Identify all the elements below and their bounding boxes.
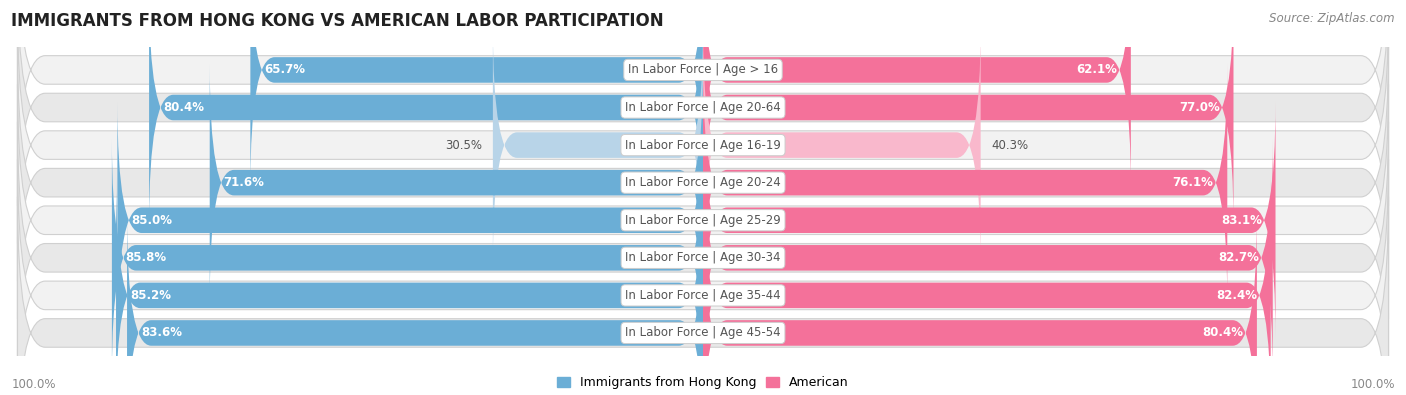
Text: In Labor Force | Age 25-29: In Labor Force | Age 25-29 (626, 214, 780, 227)
FancyBboxPatch shape (118, 102, 703, 339)
FancyBboxPatch shape (117, 177, 703, 395)
Text: 65.7%: 65.7% (264, 64, 305, 77)
Text: 30.5%: 30.5% (446, 139, 482, 152)
FancyBboxPatch shape (250, 0, 703, 189)
FancyBboxPatch shape (703, 177, 1271, 395)
Text: In Labor Force | Age 16-19: In Labor Force | Age 16-19 (626, 139, 780, 152)
Text: 85.2%: 85.2% (129, 289, 170, 302)
FancyBboxPatch shape (703, 102, 1275, 339)
FancyBboxPatch shape (17, 9, 1389, 281)
FancyBboxPatch shape (17, 84, 1389, 356)
Text: 80.4%: 80.4% (163, 101, 204, 114)
FancyBboxPatch shape (703, 0, 1233, 226)
Text: 82.4%: 82.4% (1216, 289, 1257, 302)
Text: IMMIGRANTS FROM HONG KONG VS AMERICAN LABOR PARTICIPATION: IMMIGRANTS FROM HONG KONG VS AMERICAN LA… (11, 12, 664, 30)
Text: In Labor Force | Age 20-24: In Labor Force | Age 20-24 (626, 176, 780, 189)
Text: Source: ZipAtlas.com: Source: ZipAtlas.com (1270, 12, 1395, 25)
FancyBboxPatch shape (17, 122, 1389, 394)
Text: 85.0%: 85.0% (131, 214, 172, 227)
FancyBboxPatch shape (17, 159, 1389, 395)
FancyBboxPatch shape (127, 214, 703, 395)
Text: 76.1%: 76.1% (1173, 176, 1213, 189)
Text: 83.1%: 83.1% (1220, 214, 1261, 227)
Text: In Labor Force | Age 30-34: In Labor Force | Age 30-34 (626, 251, 780, 264)
Text: In Labor Force | Age 35-44: In Labor Force | Age 35-44 (626, 289, 780, 302)
FancyBboxPatch shape (494, 26, 703, 264)
FancyBboxPatch shape (17, 0, 1389, 206)
Text: In Labor Force | Age 20-64: In Labor Force | Age 20-64 (626, 101, 780, 114)
Text: 100.0%: 100.0% (1350, 378, 1395, 391)
Text: In Labor Force | Age > 16: In Labor Force | Age > 16 (628, 64, 778, 77)
Text: 40.3%: 40.3% (991, 139, 1028, 152)
Text: In Labor Force | Age 45-54: In Labor Force | Age 45-54 (626, 326, 780, 339)
Text: 77.0%: 77.0% (1180, 101, 1220, 114)
FancyBboxPatch shape (703, 139, 1272, 376)
FancyBboxPatch shape (703, 64, 1227, 301)
Text: 82.7%: 82.7% (1218, 251, 1258, 264)
Legend: Immigrants from Hong Kong, American: Immigrants from Hong Kong, American (557, 376, 849, 389)
Text: 85.8%: 85.8% (125, 251, 167, 264)
Text: 80.4%: 80.4% (1202, 326, 1243, 339)
FancyBboxPatch shape (112, 139, 703, 376)
FancyBboxPatch shape (703, 0, 1130, 189)
Text: 100.0%: 100.0% (11, 378, 56, 391)
Text: 62.1%: 62.1% (1076, 64, 1116, 77)
Text: 71.6%: 71.6% (224, 176, 264, 189)
FancyBboxPatch shape (209, 64, 703, 301)
Text: 83.6%: 83.6% (141, 326, 181, 339)
FancyBboxPatch shape (17, 0, 1389, 244)
FancyBboxPatch shape (17, 197, 1389, 395)
FancyBboxPatch shape (703, 26, 980, 264)
FancyBboxPatch shape (149, 0, 703, 226)
FancyBboxPatch shape (17, 47, 1389, 319)
FancyBboxPatch shape (703, 214, 1257, 395)
